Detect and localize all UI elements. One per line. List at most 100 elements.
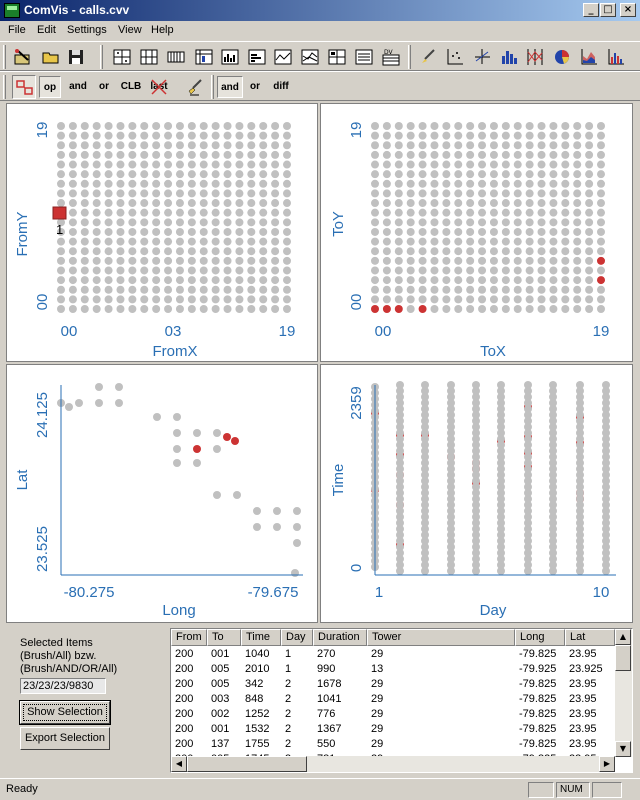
brush-tool-button[interactable] bbox=[416, 45, 440, 69]
column-header[interactable]: Tower bbox=[367, 629, 515, 646]
data-table[interactable]: From To Time Day Duration Tower Long Lat 200 001… bbox=[170, 628, 633, 773]
data-point bbox=[537, 276, 546, 285]
table-view-button[interactable] bbox=[192, 45, 216, 69]
table-row[interactable]: 200 005 2010 1 990 13 -79.925 23.925 bbox=[171, 662, 615, 677]
scroll-thumb[interactable] bbox=[615, 645, 631, 671]
scatter-chart-button[interactable] bbox=[443, 45, 467, 69]
data-point bbox=[576, 459, 584, 467]
data-point bbox=[537, 150, 546, 159]
vertical-scrollbar[interactable]: ▲ ▼ bbox=[615, 629, 632, 757]
data-point bbox=[430, 276, 439, 285]
data-point bbox=[394, 237, 403, 246]
table-cell: 1755 bbox=[245, 738, 270, 750]
multi-line-view-button[interactable] bbox=[298, 45, 322, 69]
scatterplot-matrix-button[interactable] bbox=[110, 45, 134, 69]
horizontal-scrollbar[interactable]: ◀ ▶ bbox=[171, 756, 615, 772]
close-button[interactable]: × bbox=[620, 3, 636, 17]
line-view-button[interactable] bbox=[271, 45, 295, 69]
or-button[interactable]: or bbox=[99, 81, 109, 92]
save-button[interactable] bbox=[64, 45, 88, 69]
table-row[interactable]: 200 001 1040 1 270 29 -79.825 23.95 bbox=[171, 647, 615, 662]
data-point bbox=[561, 131, 570, 140]
menu-edit[interactable]: Edit bbox=[37, 24, 56, 36]
menu-help[interactable]: Help bbox=[151, 24, 174, 36]
scroll-down-button[interactable]: ▼ bbox=[615, 741, 631, 757]
open-button[interactable] bbox=[39, 45, 63, 69]
data-point bbox=[585, 247, 594, 256]
table-cell: 005 bbox=[211, 678, 230, 690]
pie-chart-button[interactable] bbox=[550, 45, 574, 69]
clear-brush-button[interactable] bbox=[183, 75, 207, 99]
and-mode-button[interactable]: and bbox=[217, 76, 243, 98]
menu-settings[interactable]: Settings bbox=[67, 24, 107, 36]
time-scatterplot[interactable]: Day Time 1 10 2359 0 bbox=[320, 364, 633, 623]
scroll-left-button[interactable]: ◀ bbox=[171, 756, 187, 772]
and-button[interactable]: and bbox=[69, 81, 87, 92]
data-point bbox=[472, 561, 480, 569]
column-header[interactable]: To bbox=[207, 629, 241, 646]
scroll-right-button[interactable]: ▶ bbox=[599, 756, 615, 772]
parallel-coordinates-button[interactable] bbox=[523, 45, 547, 69]
data-point bbox=[152, 285, 161, 294]
geo-scatterplot[interactable]: Long Lat -80.275 -79.675 24.125 23.525 bbox=[6, 364, 318, 623]
histogram-chart-button[interactable] bbox=[604, 45, 628, 69]
menu-view[interactable]: View bbox=[118, 24, 142, 36]
or-mode-button[interactable]: or bbox=[250, 81, 260, 92]
open-wizard-button[interactable] bbox=[11, 45, 35, 69]
column-header[interactable]: From bbox=[171, 629, 207, 646]
column-header[interactable]: Long bbox=[515, 629, 565, 646]
table-row[interactable]: 200 137 1755 2 550 29 -79.825 23.95 bbox=[171, 737, 615, 752]
column-header[interactable]: Lat bbox=[565, 629, 615, 646]
diff-mode-button[interactable]: diff bbox=[273, 81, 289, 92]
axes-chart-button[interactable] bbox=[470, 45, 494, 69]
column-header[interactable]: Day bbox=[281, 629, 313, 646]
x-axis-label: ToX bbox=[480, 343, 506, 360]
data-point bbox=[573, 170, 582, 179]
data-point bbox=[235, 160, 244, 169]
data-point bbox=[430, 266, 439, 275]
bar-chart-button[interactable] bbox=[497, 45, 521, 69]
parallel-view-button[interactable] bbox=[137, 45, 161, 69]
fromxy-scatterplot[interactable]: FromX FromY 00 03 19 19 00 1 bbox=[6, 103, 318, 362]
toxy-scatterplot[interactable]: ToX ToY 00 19 19 00 bbox=[320, 103, 633, 362]
keyboard-view-button[interactable] bbox=[164, 45, 188, 69]
data-point bbox=[466, 237, 475, 246]
column-header[interactable]: Time bbox=[241, 629, 281, 646]
clb-button[interactable]: CLB bbox=[120, 81, 142, 92]
histogram-view-button[interactable] bbox=[218, 45, 242, 69]
data-view-button[interactable]: DV bbox=[379, 45, 403, 69]
table-row[interactable]: 200 005 342 2 1678 29 -79.825 23.95 bbox=[171, 677, 615, 692]
column-header[interactable]: Duration bbox=[313, 629, 367, 646]
data-point bbox=[524, 453, 532, 461]
brush-rectangle[interactable] bbox=[52, 206, 67, 220]
table-row[interactable]: 200 001 1532 2 1367 29 -79.825 23.95 bbox=[171, 722, 615, 737]
data-point bbox=[116, 141, 125, 150]
area-chart-button[interactable] bbox=[577, 45, 601, 69]
table-cell: -79.825 bbox=[519, 678, 557, 690]
minimize-button[interactable]: _ bbox=[583, 3, 599, 17]
show-selection-button[interactable]: Show Selection bbox=[20, 701, 110, 724]
data-point bbox=[549, 429, 557, 437]
data-point bbox=[525, 247, 534, 256]
data-point bbox=[175, 179, 184, 188]
menu-file[interactable]: File bbox=[8, 24, 26, 36]
table-row[interactable]: 200 002 1252 2 776 29 -79.825 23.95 bbox=[171, 707, 615, 722]
data-point bbox=[92, 189, 101, 198]
rect-select-button[interactable] bbox=[12, 75, 36, 99]
scroll-up-button[interactable]: ▲ bbox=[615, 629, 631, 645]
data-point bbox=[421, 405, 429, 413]
table-row[interactable]: 200 003 848 2 1041 29 -79.825 23.95 bbox=[171, 692, 615, 707]
export-selection-button[interactable]: Export Selection bbox=[20, 727, 110, 750]
title-bar: ComVis - calls.cvv _ □ × bbox=[0, 0, 640, 21]
last-button[interactable]: last bbox=[147, 76, 171, 98]
op-button[interactable]: op bbox=[39, 76, 61, 98]
scroll-thumb[interactable] bbox=[187, 756, 307, 772]
maximize-button[interactable]: □ bbox=[600, 3, 616, 17]
bar-view-button[interactable] bbox=[245, 45, 269, 69]
data-point bbox=[525, 150, 534, 159]
list-view-button[interactable] bbox=[352, 45, 376, 69]
data-point bbox=[478, 170, 487, 179]
split-view-button[interactable] bbox=[325, 45, 349, 69]
data-point bbox=[525, 295, 534, 304]
data-point bbox=[489, 179, 498, 188]
